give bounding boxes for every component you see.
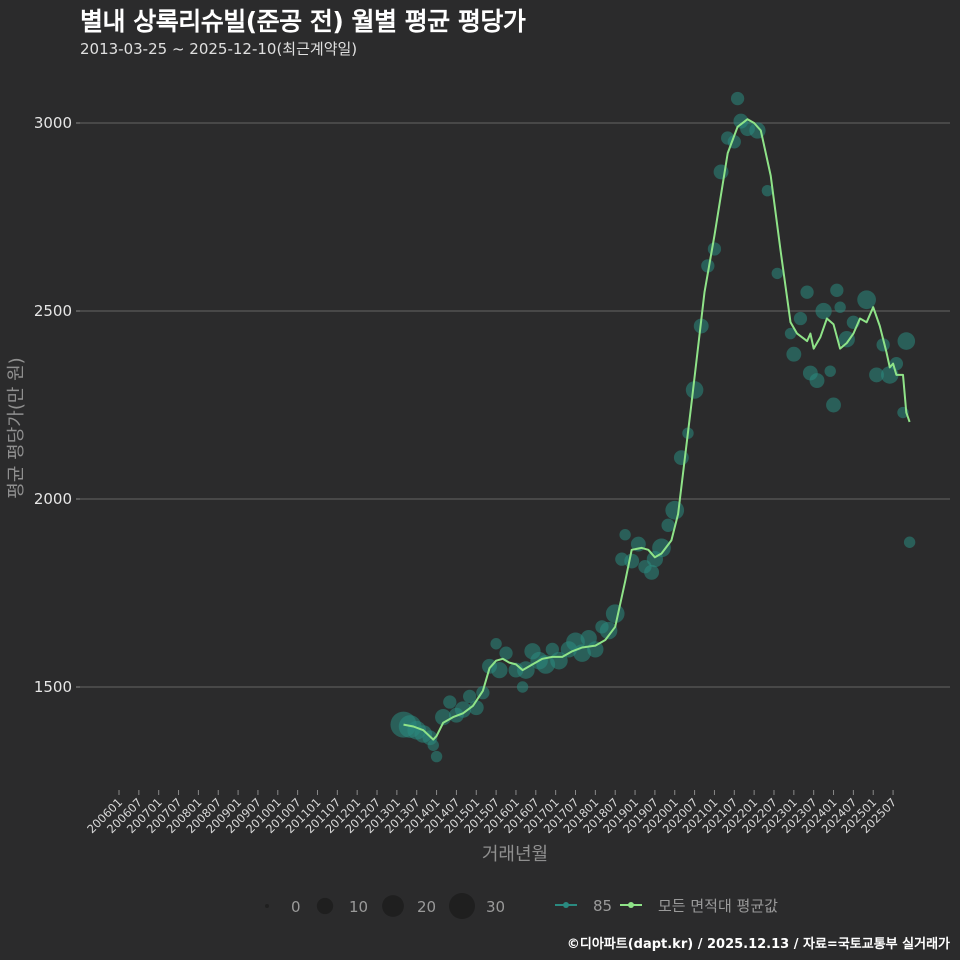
data-point (903, 536, 916, 548)
size-legend-label: 0 (291, 898, 301, 916)
data-point (673, 450, 689, 466)
data-point (857, 290, 876, 310)
data-point (786, 346, 802, 362)
data-point (826, 397, 841, 413)
data-point (430, 750, 443, 763)
data-point (834, 301, 846, 313)
data-point (463, 689, 477, 704)
data-point (800, 285, 814, 299)
scatter-points-85 (390, 91, 916, 763)
data-point (499, 646, 513, 660)
data-point (793, 311, 808, 326)
data-point (619, 529, 631, 541)
data-point (761, 184, 774, 197)
color-legend-key (628, 902, 634, 908)
y-tick-label: 2500 (34, 302, 72, 320)
source-caption: ©디아파트(dapt.kr) / 2025.12.13 / 자료=국토교통부 실… (566, 937, 950, 952)
data-point (809, 373, 825, 388)
data-point (516, 681, 529, 693)
data-point (599, 621, 618, 640)
size-legend-label: 10 (349, 898, 368, 916)
size-legend-key (448, 892, 476, 920)
data-point (468, 700, 484, 716)
data-point (730, 91, 745, 106)
data-point (490, 638, 502, 650)
data-point (771, 267, 783, 280)
data-point (838, 331, 855, 348)
data-point (661, 518, 675, 532)
y-axis-title: 평균 평당가(만 원) (6, 357, 27, 498)
data-point (830, 283, 844, 297)
data-point (491, 661, 508, 679)
chart-subtitle: 2013-03-25 ~ 2025-12-10(최근계약일) (80, 40, 358, 58)
size-legend-key (316, 897, 334, 915)
data-point (869, 367, 884, 383)
y-tick-label: 3000 (34, 114, 72, 132)
y-axis: 1500 2000 2500 3000 (34, 114, 80, 696)
data-point (665, 500, 685, 520)
color-legend-label: 85 (593, 897, 612, 915)
data-point (815, 302, 832, 320)
data-point (784, 327, 797, 340)
average-line-path (403, 118, 911, 741)
data-point (644, 564, 660, 580)
y-tick-label: 2000 (34, 490, 72, 508)
data-point (443, 695, 457, 709)
data-point (624, 553, 640, 569)
data-point (824, 365, 836, 377)
data-point (876, 338, 890, 352)
data-point (587, 641, 604, 658)
data-point (889, 356, 904, 371)
data-point (749, 122, 766, 139)
color-legend-label: 모든 면적대 평균값 (658, 897, 778, 915)
x-axis: 2006012006072007012007072008012008072009… (84, 790, 899, 836)
color-legend-key (563, 902, 569, 908)
data-point (701, 259, 715, 273)
size-legend-key (265, 904, 269, 908)
data-point (454, 701, 472, 718)
data-point (427, 739, 439, 751)
chart-title: 별내 상록리슈빌(준공 전) 월별 평균 평당가 (80, 7, 526, 36)
gridlines (80, 122, 950, 688)
average-line (403, 118, 911, 741)
data-point (707, 242, 722, 256)
data-point (652, 538, 671, 558)
legend: 0 10 20 30 85 모든 면적대 평균값 (265, 892, 778, 920)
size-legend-label: 30 (486, 898, 505, 916)
size-legend-key (382, 895, 404, 917)
x-axis-title: 거래년월 (482, 844, 548, 865)
data-point (897, 332, 916, 350)
data-point (685, 381, 704, 399)
y-tick-label: 1500 (34, 678, 72, 696)
size-legend-label: 20 (417, 898, 436, 916)
data-point (605, 604, 625, 624)
